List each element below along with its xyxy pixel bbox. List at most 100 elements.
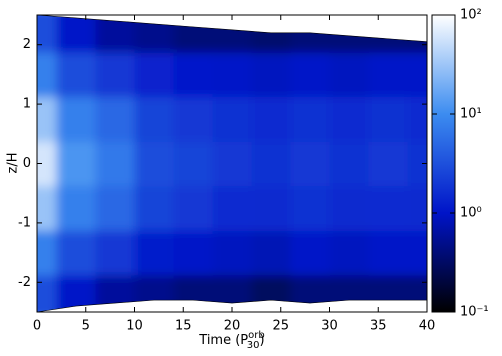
- heat-cell: [134, 230, 174, 276]
- heat-cell: [134, 185, 174, 231]
- heat-cell: [37, 15, 57, 53]
- heat-cell: [56, 141, 96, 187]
- heat-cell: [134, 96, 174, 142]
- heat-cell: [212, 185, 252, 231]
- heat-cell: [368, 274, 408, 312]
- heat-cell: [212, 141, 252, 187]
- heat-cell: [251, 52, 291, 98]
- heat-cell: [251, 96, 291, 142]
- x-label-close: ): [259, 333, 264, 348]
- heat-cell: [290, 15, 330, 53]
- heat-cell: [251, 15, 291, 53]
- heat-cell: [368, 15, 408, 53]
- heat-cell: [290, 230, 330, 276]
- heat-cell: [173, 185, 213, 231]
- heat-cell: [173, 141, 213, 187]
- heat-cell: [56, 230, 96, 276]
- x-label-text: Time (P: [198, 333, 248, 348]
- x-tick-label: 0: [33, 319, 41, 334]
- heat-cell: [37, 230, 57, 276]
- colorbar-tick-label: 10⁰: [460, 206, 482, 221]
- heat-cell: [368, 230, 408, 276]
- heat-cell: [134, 141, 174, 187]
- x-tick-label: 30: [321, 319, 338, 334]
- x-tick-label: 20: [224, 319, 241, 334]
- heat-cell: [290, 185, 330, 231]
- heat-cell: [407, 141, 427, 187]
- heat-cell: [290, 141, 330, 187]
- x-tick-label: 35: [370, 319, 387, 334]
- heat-cell: [212, 274, 252, 312]
- heat-cell: [290, 52, 330, 98]
- heat-cell: [56, 274, 96, 312]
- heat-cell: [368, 141, 408, 187]
- y-tick-label: 1: [23, 97, 31, 112]
- heat-cell: [173, 274, 213, 312]
- heat-cell: [173, 15, 213, 53]
- heat-cell: [56, 15, 96, 53]
- heat-cell: [95, 185, 135, 231]
- heat-cell: [95, 141, 135, 187]
- x-tick-label: 25: [272, 319, 289, 334]
- heat-cell: [329, 274, 369, 312]
- heat-cell: [173, 96, 213, 142]
- heat-cell: [56, 185, 96, 231]
- heat-cell: [95, 274, 135, 312]
- y-tick-label: -2: [18, 275, 31, 290]
- heat-cell: [329, 96, 369, 142]
- heat-cell: [251, 185, 291, 231]
- x-label-sub: 30: [247, 340, 260, 351]
- heat-cell: [368, 96, 408, 142]
- heat-cell: [212, 96, 252, 142]
- heat-cell: [407, 230, 427, 276]
- heat-cell: [56, 52, 96, 98]
- heat-cell: [212, 52, 252, 98]
- heat-cell: [329, 185, 369, 231]
- heat-cell: [134, 274, 174, 312]
- heat-cell: [407, 185, 427, 231]
- heat-cell: [212, 230, 252, 276]
- heat-cell: [368, 185, 408, 231]
- y-tick-label: -1: [18, 215, 31, 230]
- heat-cell: [37, 141, 57, 187]
- heat-cell: [37, 274, 57, 312]
- x-axis-label: Time (Porb 30): [198, 330, 264, 351]
- x-tick-label: 15: [175, 319, 192, 334]
- x-tick-label: 5: [82, 319, 90, 334]
- y-tick-label: 2: [23, 37, 31, 52]
- heat-cell: [95, 96, 135, 142]
- heat-cell: [290, 96, 330, 142]
- heat-cell: [329, 230, 369, 276]
- colorbar-tick-label: 10¹: [460, 107, 482, 122]
- heat-cell: [368, 52, 408, 98]
- x-tick-label: 40: [419, 319, 436, 334]
- heat-cell: [134, 52, 174, 98]
- y-axis-label: z/H: [6, 153, 21, 174]
- heat-cell: [290, 274, 330, 312]
- heat-cell: [173, 230, 213, 276]
- heat-cell: [37, 185, 57, 231]
- x-label-sup: orb: [248, 330, 265, 341]
- heat-cell: [329, 15, 369, 53]
- heat-cell: [134, 15, 174, 53]
- heat-cell: [251, 230, 291, 276]
- upper-boundary: [36, 14, 428, 43]
- heat-cell: [95, 52, 135, 98]
- colorbar-tick-label: 10⁻¹: [460, 305, 489, 320]
- colorbar-tick-label: 10²: [460, 8, 482, 23]
- heat-cell: [173, 52, 213, 98]
- colorbar: [431, 14, 456, 313]
- heat-cell: [37, 52, 57, 98]
- heat-cell: [95, 15, 135, 53]
- heat-cell: [95, 230, 135, 276]
- heat-cell: [251, 141, 291, 187]
- heat-cell: [329, 52, 369, 98]
- heat-cell: [329, 141, 369, 187]
- lower-boundary: [36, 299, 427, 313]
- heat-cell: [407, 96, 427, 142]
- heat-cell: [56, 96, 96, 142]
- heat-cell: [251, 274, 291, 312]
- x-tick-label: 10: [126, 319, 143, 334]
- heat-cell: [407, 52, 427, 98]
